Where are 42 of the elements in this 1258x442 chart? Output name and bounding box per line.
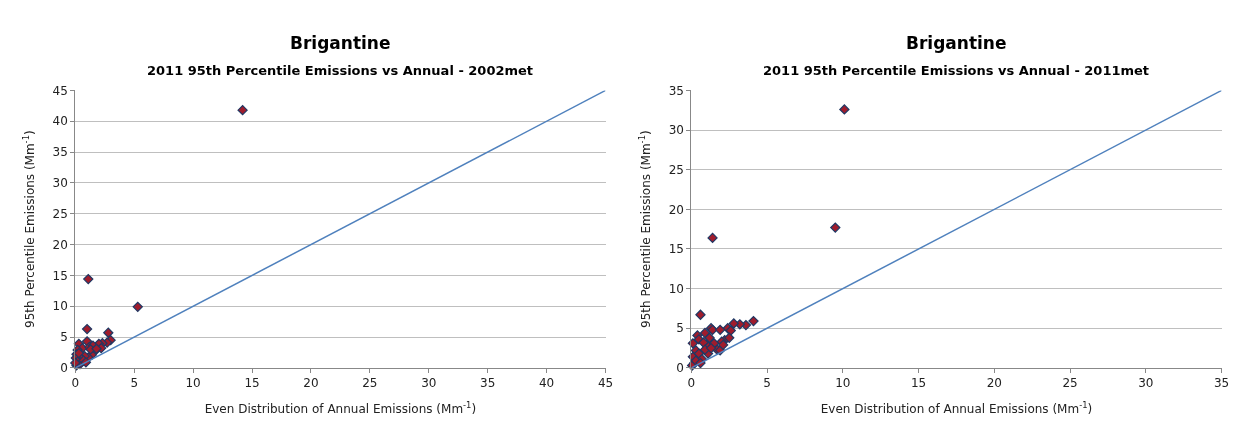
- y-tick-label: 35: [52, 145, 68, 160]
- chart-subtitle: 2011 95th Percentile Emissions vs Annual - 2011met: [763, 63, 1150, 78]
- x-tick-label: 20: [303, 376, 319, 391]
- x-tick-label: 5: [763, 376, 771, 391]
- x-tick-label: 10: [185, 376, 201, 391]
- y-tick-label: 25: [52, 206, 68, 221]
- x-tick-label: 25: [1062, 376, 1078, 391]
- y-tick-label: 15: [668, 242, 684, 257]
- y-tick-label: 5: [60, 330, 68, 345]
- x-axis-title: Even Distribution of Annual Emissions (Mm$^{-1}$): [204, 400, 477, 417]
- y-tick-label: 35: [668, 83, 684, 98]
- y-tick-label: 30: [52, 176, 68, 191]
- y-tick-label: 0: [60, 361, 68, 376]
- x-axis-title: Even Distribution of Annual Emissions (Mm$^{-1}$): [820, 400, 1093, 417]
- x-tick-label: 0: [71, 376, 80, 391]
- x-tick-label: 20: [986, 376, 1003, 391]
- x-tick-label: 15: [910, 376, 927, 391]
- x-tick-label: 30: [421, 376, 437, 391]
- x-tick-label: 10: [835, 376, 851, 391]
- x-tick-label: 40: [538, 376, 555, 391]
- y-tick-label: 45: [52, 83, 68, 98]
- y-tick-label: 5: [676, 321, 684, 336]
- x-tick-label: 0: [687, 376, 696, 391]
- y-tick-label: 25: [668, 162, 684, 177]
- y-tick-label: 20: [52, 237, 68, 252]
- chart-subtitle: 2011 95th Percentile Emissions vs Annual - 2002met: [147, 63, 534, 78]
- y-tick-label: 30: [668, 123, 684, 138]
- y-tick-label: 15: [52, 268, 68, 283]
- x-tick-label: 45: [597, 376, 614, 391]
- x-tick-label: 15: [244, 376, 260, 391]
- y-tick-label: 10: [668, 281, 684, 296]
- x-tick-label: 25: [362, 376, 378, 391]
- y-tick-label: 0: [676, 361, 684, 376]
- y-tick-label: 40: [52, 114, 68, 129]
- x-tick-label: 35: [480, 376, 496, 391]
- chart-title: Brigantine: [290, 33, 391, 53]
- chart-title: Brigantine: [906, 33, 1007, 53]
- y-tick-label: 10: [52, 299, 68, 314]
- y-tick-label: 20: [668, 202, 684, 217]
- x-tick-label: 5: [130, 376, 139, 391]
- x-tick-label: 35: [1213, 376, 1230, 391]
- x-tick-label: 30: [1138, 376, 1154, 391]
